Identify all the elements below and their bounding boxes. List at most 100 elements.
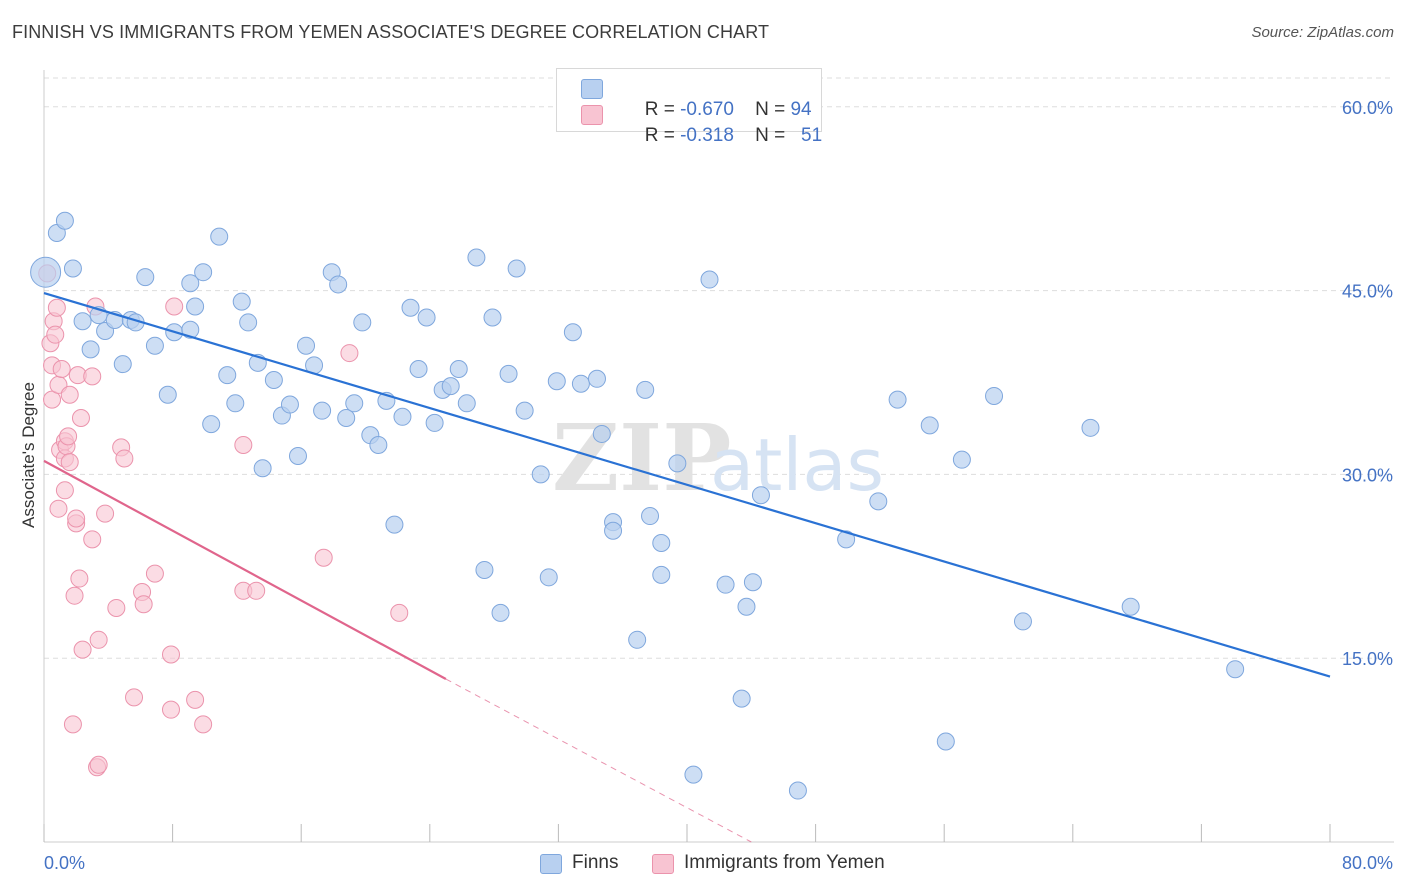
finns-point (345, 394, 364, 413)
legend-yemen-n-label: N = (755, 125, 791, 146)
yemen-point (186, 690, 205, 709)
finns-point (409, 359, 428, 378)
yemen-point (165, 297, 184, 316)
yemen-point (134, 595, 153, 614)
finns-point (181, 320, 200, 339)
legend-row-finns: R = -0.670 N = 94 (581, 77, 812, 120)
finns-point (288, 447, 307, 465)
yemen-point (47, 298, 66, 317)
yemen-point (60, 385, 79, 404)
x-tick-label-max: 80.0% (1342, 853, 1393, 873)
yemen-point (67, 509, 86, 528)
yemen-point (89, 755, 108, 774)
finns-point (329, 275, 348, 294)
finns-point (684, 765, 703, 784)
finns-point (737, 597, 756, 616)
finns-point (264, 371, 283, 390)
finns-point (158, 385, 177, 404)
legend-swatch-finns (581, 79, 603, 99)
finns-point (441, 377, 460, 396)
finns-point (604, 521, 623, 540)
finns-point (425, 413, 444, 432)
finns-point (539, 568, 558, 587)
finns-point (888, 390, 907, 409)
finns-point (353, 313, 372, 332)
yemen-point (89, 630, 108, 649)
yemen-point (161, 700, 180, 719)
finns-point (337, 409, 356, 428)
yemen-point (234, 435, 253, 454)
yemen-point (247, 581, 266, 600)
legend-finns-n-value: 94 (790, 99, 812, 120)
finns-point (475, 560, 494, 579)
finns-point (952, 450, 971, 469)
finns-point (1121, 597, 1140, 616)
finns-point (920, 416, 939, 435)
finns-point (313, 401, 332, 420)
finns-point (636, 380, 655, 399)
finns-point (253, 459, 272, 478)
yemen-point (83, 367, 102, 386)
yemen-point (161, 645, 180, 664)
finns-point (55, 211, 74, 230)
finns-point (145, 336, 164, 355)
finns-point (788, 781, 807, 800)
yemen-point (46, 325, 65, 344)
yemen-point (60, 453, 79, 472)
y-axis-label: Associate's Degree (19, 382, 38, 528)
tick-labels: 15.0% 30.0% 45.0% 60.0% 0.0% 80.0% (44, 98, 1393, 873)
legend-swatch-yemen (581, 105, 603, 125)
legend-row-yemen: R = -0.318 N = 51 (581, 103, 822, 146)
finns-series (30, 211, 1245, 800)
finns-point (467, 248, 486, 267)
finns-point (751, 486, 770, 505)
finns-point (194, 263, 213, 282)
legend-finns-r-label: R = (644, 99, 681, 120)
finns-point (210, 227, 229, 246)
finns-point (297, 336, 316, 355)
yemen-point (59, 427, 78, 446)
bottom-legend-swatch-yemen (652, 854, 674, 874)
trend-lines (43, 291, 1331, 843)
finns-point (668, 454, 687, 473)
finns-point (457, 394, 476, 413)
yemen-point (49, 499, 68, 518)
yemen-point (71, 409, 90, 428)
finns-point (417, 308, 436, 327)
bottom-legend-label-finns: Finns (572, 852, 619, 873)
finns-trend-line (43, 291, 1331, 678)
finns-point (628, 630, 647, 649)
yemen-point (107, 598, 126, 617)
finns-point (641, 507, 660, 526)
finns-point (499, 364, 518, 383)
finns-point (491, 603, 510, 622)
legend-yemen-r-label: R = (644, 125, 681, 146)
finns-point (385, 515, 404, 534)
finns-point (743, 573, 762, 592)
finns-point (81, 340, 100, 359)
legend-finns-n-label: N = (755, 99, 791, 120)
finns-point (369, 435, 388, 454)
watermark-zip: ZIP (552, 404, 731, 512)
finns-point (716, 575, 735, 594)
source-label: Source: ZipAtlas.com (1251, 24, 1394, 41)
finns-point (30, 256, 62, 288)
x-tick-label-min: 0.0% (44, 853, 85, 873)
legend: R = -0.670 N = 94 R = -0.318 N = 51 (556, 68, 822, 146)
finns-point (515, 401, 534, 420)
yemen-point (83, 530, 102, 549)
finns-point (401, 298, 420, 317)
finns-point (936, 732, 955, 751)
finns-point (113, 355, 132, 374)
finns-point (507, 259, 526, 278)
finns-point (483, 308, 502, 327)
watermark-atlas: atlas (710, 423, 884, 507)
finns-point (232, 292, 251, 311)
finns-point (1081, 418, 1100, 437)
legend-finns-r-value: -0.670 (680, 99, 734, 120)
y-tick-label: 45.0% (1342, 282, 1393, 302)
finns-point (732, 689, 751, 708)
yemen-point (145, 564, 164, 583)
yemen-point (63, 715, 82, 734)
finns-point (571, 374, 590, 393)
